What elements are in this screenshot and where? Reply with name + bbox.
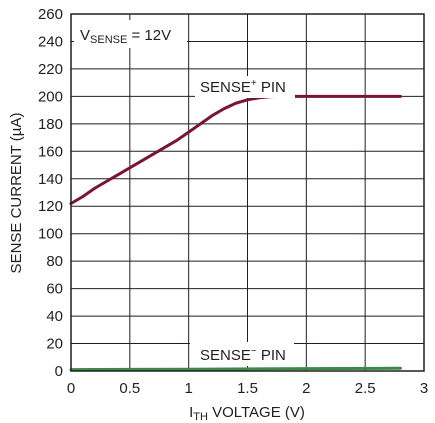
y-tick-label: 220 <box>38 61 63 78</box>
sense-minus-pin-label: SENSE− PIN <box>200 346 286 364</box>
vsense-label-bg <box>74 20 187 48</box>
y-tick-label: 260 <box>38 6 63 23</box>
x-tick-label: 0 <box>67 380 75 397</box>
y-tick-label: 100 <box>38 226 63 243</box>
sense-plus-pin-label: SENSE+ PIN <box>200 78 286 96</box>
y-tick-label: 200 <box>38 88 63 105</box>
y-tick-label: 60 <box>46 281 63 298</box>
series-layer <box>69 94 402 372</box>
x-tick-label: 1.5 <box>237 380 258 397</box>
sense-minus-series-line <box>69 366 402 372</box>
x-tick-label: 0.5 <box>119 380 140 397</box>
y-axis-title: SENSE CURRENT (µA) <box>8 113 25 274</box>
grid-lines <box>70 13 425 372</box>
y-tick-label: 40 <box>46 308 63 325</box>
y-tick-label: 240 <box>38 33 63 50</box>
y-tick-label: 80 <box>46 253 63 270</box>
y-tick-label: 140 <box>38 171 63 188</box>
x-tick-label: 2 <box>302 380 310 397</box>
sense-plus-label-bg <box>195 76 295 98</box>
vsense-annotation: VSENSE = 12V <box>80 27 171 46</box>
x-tick-label: 3 <box>420 380 428 397</box>
plot-border <box>70 13 425 372</box>
sense-minus-label-bg <box>190 342 294 366</box>
x-axis-title: ITH VOLTAGE (V) <box>189 404 305 423</box>
y-tick-label: 20 <box>46 336 63 353</box>
y-tick-label: 160 <box>38 143 63 160</box>
sense-plus-series-line <box>69 94 402 205</box>
x-tick-label: 2.5 <box>355 380 376 397</box>
x-tick-label: 1 <box>184 380 192 397</box>
tick-labels: 0 0.5 1 1.5 2 2.5 3 0 20 40 60 80 100 120 140 160 180 200… <box>38 6 428 397</box>
plot-frame <box>70 13 425 372</box>
y-tick-label: 120 <box>38 198 63 215</box>
y-tick-label: 0 <box>55 363 63 380</box>
y-tick-label: 180 <box>38 116 63 133</box>
